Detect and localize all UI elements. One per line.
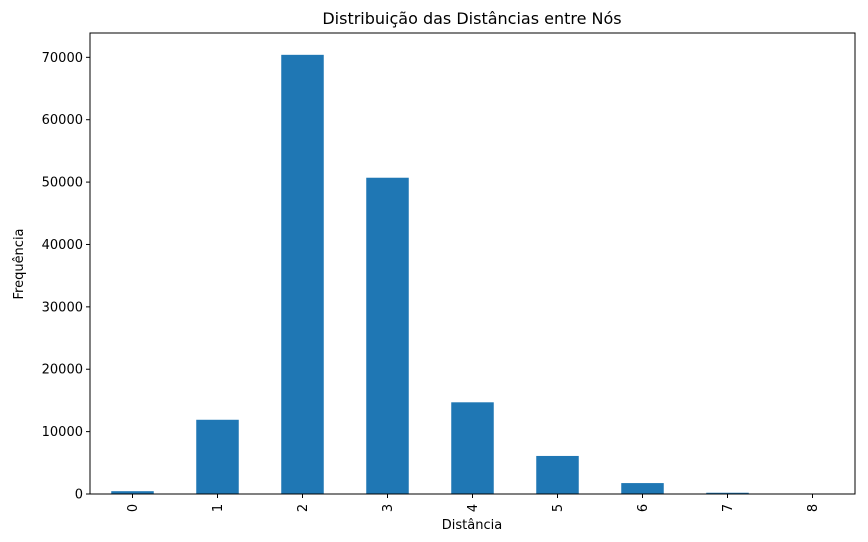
bar-2	[281, 54, 324, 494]
chart-title: Distribuição das Distâncias entre Nós	[322, 9, 621, 28]
y-tick-label: 70000	[42, 51, 83, 66]
x-axis-ticks: 0 1 2 3 4 5 6 7 8	[126, 494, 821, 512]
bar-7	[706, 492, 749, 494]
bar-5	[536, 455, 579, 494]
x-tick-label: 7	[721, 504, 736, 512]
x-tick-label: 1	[211, 504, 226, 512]
x-tick-label: 5	[551, 504, 566, 512]
y-tick-label: 10000	[42, 425, 83, 440]
x-tick-label: 8	[806, 504, 821, 512]
x-tick-label: 3	[381, 504, 396, 512]
bar-3	[366, 177, 409, 495]
y-axis-label: Frequência	[12, 228, 27, 299]
bar-1	[196, 419, 239, 494]
bar-0	[111, 491, 154, 494]
x-axis-label: Distância	[442, 518, 502, 533]
y-tick-label: 0	[75, 488, 83, 503]
plot-frame	[89, 32, 856, 495]
y-axis-ticks: 0 10000 20000 30000 40000 50000 60000 70000	[42, 51, 90, 503]
bars-group	[111, 54, 834, 495]
x-tick-label: 2	[296, 504, 311, 512]
x-tick-label: 6	[636, 504, 651, 512]
y-tick-label: 40000	[42, 238, 83, 253]
y-tick-label: 50000	[42, 176, 83, 191]
x-tick-label: 0	[126, 504, 141, 512]
y-tick-label: 60000	[42, 113, 83, 128]
x-tick-label: 4	[466, 504, 481, 512]
y-tick-label: 20000	[42, 363, 83, 378]
bar-4	[451, 402, 494, 494]
bar-6	[621, 483, 664, 494]
y-tick-label: 30000	[42, 300, 83, 315]
